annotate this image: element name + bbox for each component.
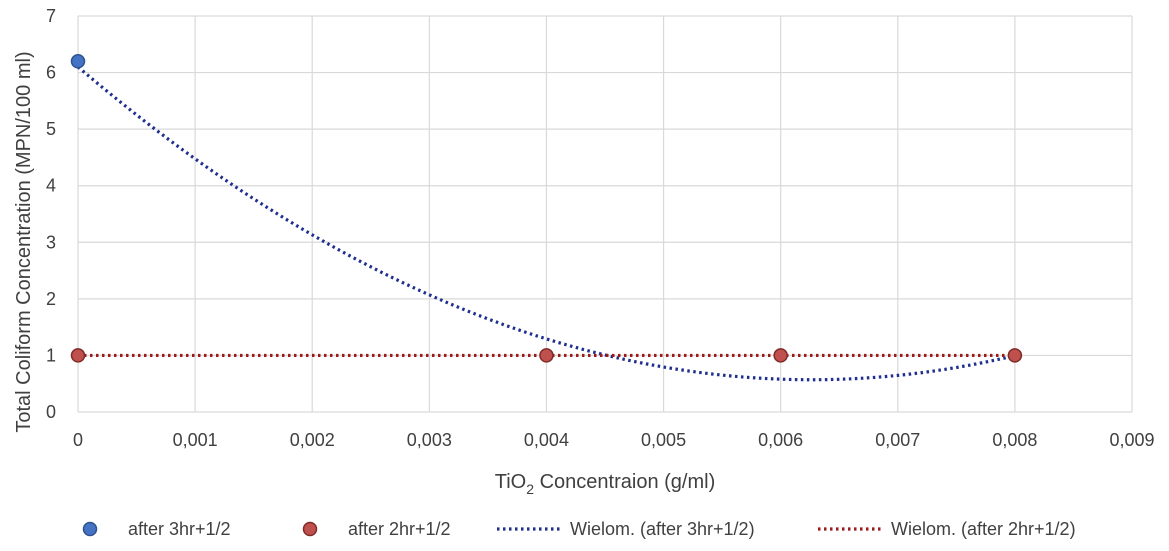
legend-label-trend-3hr: Wielom. (after 3hr+1/2) xyxy=(570,519,755,539)
legend-marker-3hr xyxy=(82,521,98,537)
x-axis-title-rest: Concentraion (g/ml) xyxy=(534,471,715,493)
legend-marker-2hr xyxy=(302,521,318,537)
y-tick-label: 5 xyxy=(46,119,56,139)
x-axis-title-main: TiO xyxy=(495,471,526,493)
legend: after 3hr+1/2 after 2hr+1/2 Wielom. (after… xyxy=(82,519,1076,539)
legend-label-trend-2hr: Wielom. (after 2hr+1/2) xyxy=(891,519,1076,539)
data-points xyxy=(70,54,1023,363)
x-tick-label: 0,007 xyxy=(875,430,920,450)
x-tick-label: 0,005 xyxy=(641,430,686,450)
y-tick-label: 0 xyxy=(46,402,56,422)
x-tick-label: 0,002 xyxy=(290,430,335,450)
point-2hr xyxy=(539,348,554,363)
point-3hr xyxy=(70,54,86,69)
y-tick-label: 3 xyxy=(46,232,56,252)
legend-label-2hr: after 2hr+1/2 xyxy=(348,519,451,539)
x-axis-title: TiO2 Concentraion (g/ml) xyxy=(495,471,715,497)
x-tick-label: 0,006 xyxy=(758,430,803,450)
x-tick-label: 0,004 xyxy=(524,430,569,450)
x-tick-label: 0,001 xyxy=(173,430,218,450)
point-2hr xyxy=(773,348,788,363)
y-tick-label: 1 xyxy=(46,345,56,365)
x-tick-label: 0 xyxy=(73,430,83,450)
point-2hr xyxy=(70,348,86,363)
y-tick-label: 6 xyxy=(46,63,56,83)
y-tick-label: 2 xyxy=(46,289,56,309)
y-tick-label: 7 xyxy=(46,6,56,26)
x-tick-label: 0,003 xyxy=(407,430,452,450)
grid xyxy=(77,15,1133,413)
x-tick-labels: 0 0,001 0,002 0,003 0,004 0,005 0,006 0,007 0,00… xyxy=(73,430,1155,450)
y-tick-label: 4 xyxy=(46,176,56,196)
x-axis-title-subscript: 2 xyxy=(526,481,534,497)
y-tick-labels: 0 1 2 3 4 5 6 7 xyxy=(46,6,56,422)
x-tick-label: 0,008 xyxy=(992,430,1037,450)
legend-label-3hr: after 3hr+1/2 xyxy=(128,519,231,539)
y-axis-title: Total Coliform Concentration (MPN/100 ml… xyxy=(13,51,35,432)
point-2hr xyxy=(1007,348,1023,363)
x-tick-label: 0,009 xyxy=(1109,430,1154,450)
